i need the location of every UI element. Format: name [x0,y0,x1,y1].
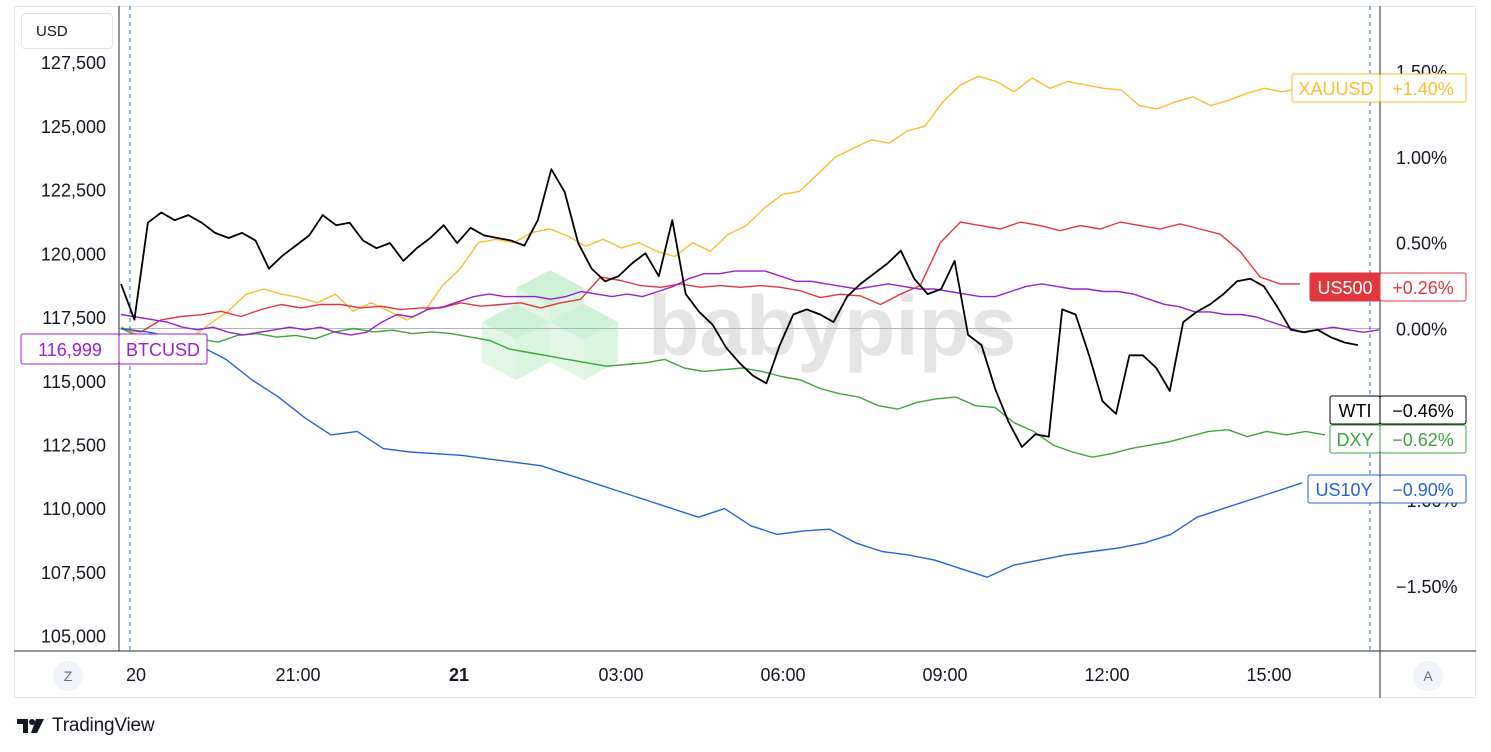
series-tag-value: +0.26% [1392,278,1454,298]
series-tag-value: +1.40% [1392,79,1454,99]
chart-frame [14,6,1476,698]
series-line-btcusd[interactable] [120,270,1380,336]
right-axis-tick: −1.50% [1396,577,1458,597]
left-axis-tick: 110,000 [42,499,106,519]
series-line-xauusd[interactable] [120,75,1301,347]
series-line-dxy[interactable] [120,327,1326,458]
currency-label: USD [36,22,68,40]
series-tag-value-box [1379,272,1467,302]
left-axis-tick: 127,500 [41,53,106,73]
series-line-us500[interactable] [120,221,1300,333]
series-tag-value-box [1379,395,1467,425]
left-axis-tick: 120,000 [41,244,106,264]
x-axis-tick: 21 [449,665,469,685]
right-axis-tick: 0.50% [1396,234,1447,254]
x-axis-tick: 21:00 [275,665,320,685]
left-axis-tick: 122,500 [41,181,106,201]
x-axis-tick: 09:00 [922,665,967,685]
series-line-us10y[interactable] [120,327,1303,578]
left-axis-tick: 115,000 [42,372,106,392]
left-axis-tick: 107,500 [41,563,106,583]
x-axis-tick: 06:00 [760,665,805,685]
left-axis-tick: 112,500 [42,435,106,455]
series-tag-name: US10Y [1315,480,1372,500]
left-axis-tick: 105,000 [41,627,106,647]
btc-name-label: BTCUSD [126,340,200,360]
watermark-text: babypips [648,279,1017,373]
series-tag-name: XAUUSD [1298,79,1373,99]
series-line-wti[interactable] [120,168,1359,448]
left-axis-tick: 117,500 [42,308,106,328]
btc-price-label: 116,999 [38,340,102,360]
series-tag-name: US500 [1317,278,1372,298]
series-tag-name: DXY [1336,430,1373,450]
series-tag-value-box [1379,474,1467,504]
watermark-cube-icon [482,304,550,380]
watermark: babypips [482,270,1017,380]
left-axis-tick: 125,000 [41,117,106,137]
brand-name: TradingView [52,715,155,736]
auto-scale-button[interactable]: A [1413,661,1443,691]
currency-badge[interactable]: USD [21,13,113,49]
series-tag-value-box [1379,73,1467,103]
right-axis-tick: 1.00% [1396,148,1447,168]
btc-name-box[interactable] [118,333,208,365]
series-tag-value: −0.46% [1392,401,1454,421]
x-axis-tick: 12:00 [1084,665,1129,685]
brand[interactable]: TradingView [16,714,155,738]
series-tag-value: −0.62% [1392,430,1454,450]
tradingview-logo-icon [17,719,44,733]
timezone-button[interactable]: Z [53,661,83,691]
timezone-label: Z [63,668,73,684]
auto-scale-label: A [1423,668,1433,684]
x-axis-tick: 15:00 [1246,665,1291,685]
series-tag-name: WTI [1339,401,1372,421]
series-tag-value: −0.90% [1392,480,1454,500]
x-axis-tick: 20 [126,665,146,685]
right-axis-tick: 0.00% [1396,320,1447,340]
x-axis-tick: 03:00 [598,665,643,685]
series-tag-value-box [1379,424,1467,454]
